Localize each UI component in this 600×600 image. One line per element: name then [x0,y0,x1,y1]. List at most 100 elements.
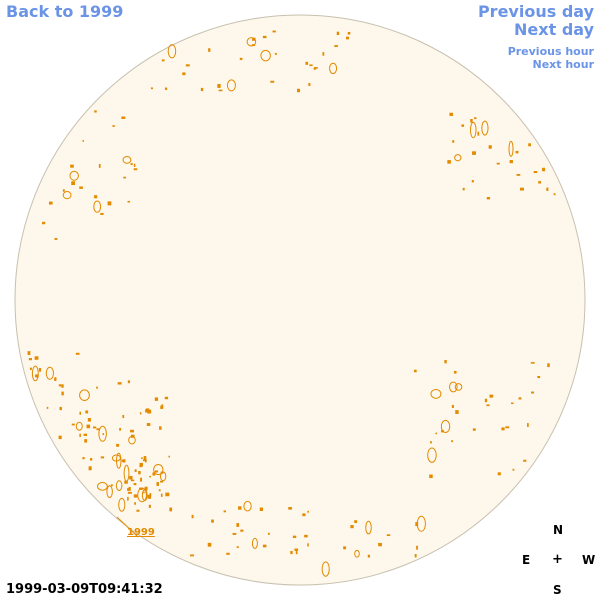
feature-mark [486,404,490,407]
feature-mark [79,433,81,437]
feature-mark [122,459,126,463]
feature-mark [232,532,237,535]
feature-mark [85,410,89,414]
next-hour-link[interactable]: Next hour [532,58,595,71]
feature-mark [334,45,338,47]
compass-center: + [552,552,563,567]
feature-mark [496,162,500,165]
feature-mark [488,145,492,149]
feature-mark [141,457,143,459]
compass-east: E [522,553,531,567]
feature-mark [61,384,64,388]
feature-mark [313,67,317,70]
feature-mark [45,366,54,380]
feature-mark [130,429,135,433]
feature-mark [512,468,515,471]
feature-mark [84,439,88,443]
feature-mark [160,471,167,482]
compass-north: N [553,523,564,537]
feature-mark [144,459,147,463]
feature-mark [158,489,161,492]
feature-mark [54,238,58,240]
back-to-year-link[interactable]: Back to 1999 [6,2,124,21]
feature-mark [46,406,49,409]
feature-mark [28,358,32,361]
next-day-link[interactable]: Next day [514,20,594,39]
feature-mark [129,476,133,480]
feature-mark [416,545,418,550]
feature-mark [553,193,556,196]
feature-mark [386,534,391,537]
feature-mark [455,410,459,414]
feature-mark [127,200,131,203]
feature-mark [427,447,437,463]
feature-mark [200,87,204,92]
feature-mark [127,496,129,501]
feature-mark [367,554,370,558]
feature-mark [295,550,298,555]
previous-day-link[interactable]: Previous day [477,2,594,21]
feature-mark [34,356,39,360]
feature-mark [481,120,489,136]
feature-mark [48,201,53,205]
feature-mark [88,466,92,471]
feature-mark [92,426,97,429]
feature-mark [470,119,473,123]
feature-mark [165,492,170,497]
feature-mark [288,506,292,510]
feature-mark [538,181,542,184]
previous-hour-link[interactable]: Previous hour [507,45,594,58]
feature-mark [134,469,137,473]
feature-mark [501,427,505,431]
feature-mark [440,419,451,434]
feature-mark [82,457,85,460]
feature-mark [454,383,463,391]
feature-mark [86,424,91,429]
feature-mark [141,489,148,501]
feature-mark [429,474,433,479]
feature-mark [154,470,159,473]
feature-mark [354,549,360,558]
feature-mark [82,140,85,142]
feature-mark [290,550,293,555]
feature-mark [138,471,141,475]
feature-mark [144,486,148,491]
feature-mark [270,80,275,83]
feature-mark [239,57,243,61]
feature-mark [243,500,252,512]
feature-mark [272,30,276,33]
marker-pointer [116,516,139,538]
feature-mark [122,156,132,164]
feature-mark [111,454,121,462]
feature-mark [444,360,447,364]
feature-mark [218,89,223,92]
year-marker-link[interactable]: 1999 [127,527,155,538]
feature-mark [530,362,535,364]
feature-mark [115,480,123,491]
feature-mark [547,363,550,368]
feature-mark [71,181,76,186]
feature-mark [347,31,351,35]
feature-mark [246,37,257,47]
feature-mark [484,398,488,403]
solar-disk [14,14,586,586]
feature-mark [343,546,347,550]
feature-mark [533,171,538,174]
feature-mark [414,554,417,558]
feature-mark [240,529,244,532]
feature-mark [190,554,194,557]
feature-mark [329,62,338,75]
feature-mark [58,384,62,387]
feature-mark [98,164,101,168]
feature-mark [302,513,306,517]
feature-mark [147,494,152,499]
feature-mark [527,423,529,427]
feature-mark [453,370,457,374]
feature-mark [93,200,102,213]
feature-mark [139,462,143,467]
feature-mark [116,443,120,447]
feature-mark [305,61,309,65]
feature-mark [83,433,88,436]
feature-mark [31,365,39,382]
feature-mark [110,484,113,487]
